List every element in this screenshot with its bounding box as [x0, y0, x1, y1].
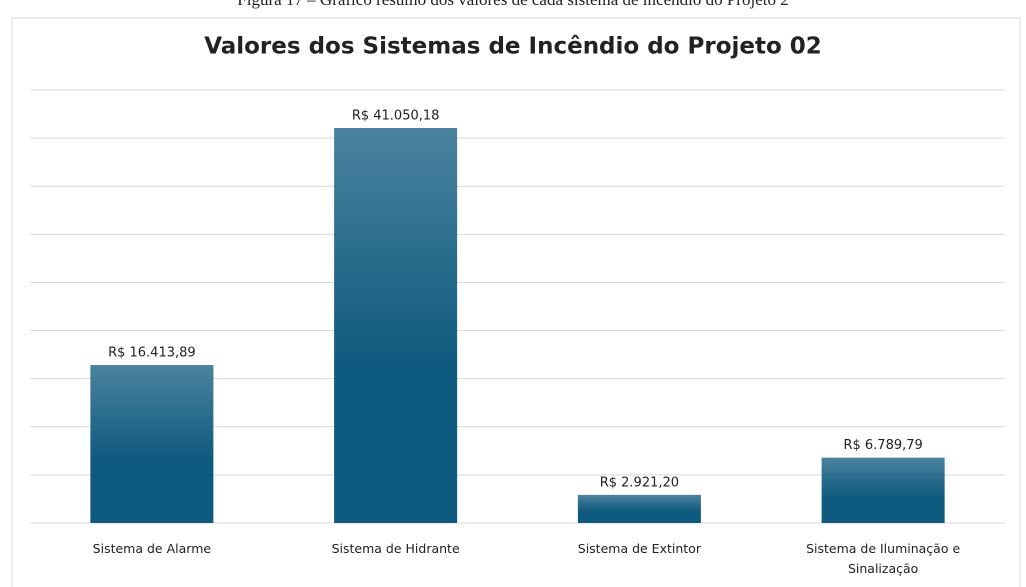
x-tick-label: Sistema de Hidrante [331, 541, 460, 556]
caption: Figura 17 – Gráfico resumo dos valores d… [237, 0, 788, 9]
x-tick-label: Sistema de Extintor [577, 541, 701, 556]
bar [821, 457, 945, 523]
bar [334, 128, 458, 523]
data-label: R$ 16.413,89 [108, 346, 196, 361]
x-tick-label: Sistema de Alarme [92, 541, 212, 556]
bar [90, 365, 214, 523]
data-label: R$ 6.789,79 [843, 438, 922, 453]
x-tick-label: Sistema de Iluminação e Sinalização [806, 541, 961, 576]
data-label: R$ 41.050,18 [352, 109, 440, 124]
bar [577, 494, 701, 523]
chart-title: Valores dos Sistemas de Incêndio do Proj… [204, 34, 822, 60]
data-label: R$ 2.921,20 [600, 475, 679, 490]
